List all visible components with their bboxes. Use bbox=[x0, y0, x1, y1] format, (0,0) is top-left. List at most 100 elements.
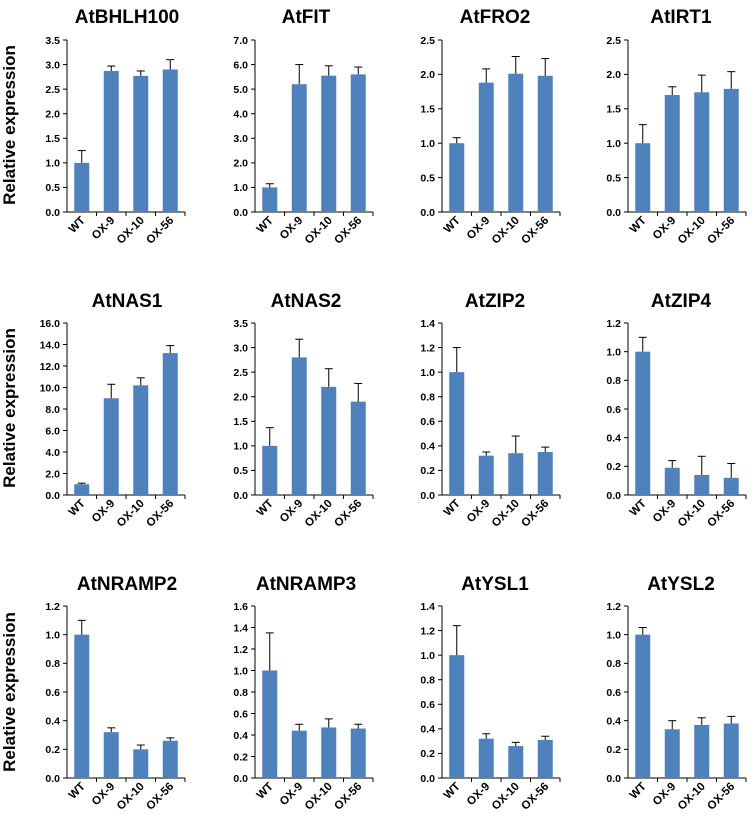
panel-title: AtNAS1 bbox=[92, 291, 163, 312]
y-tick-label: 0.0 bbox=[45, 207, 60, 219]
y-tick-label: 0.4 bbox=[420, 724, 435, 736]
y-tick-label: 0.2 bbox=[45, 744, 60, 756]
x-tick-label: WT bbox=[67, 215, 88, 236]
y-tick-label: 6.0 bbox=[233, 59, 248, 71]
x-tick-label: WT bbox=[628, 781, 649, 802]
x-tick-label: OX-10 bbox=[303, 498, 335, 530]
y-tick-label: 3.0 bbox=[45, 59, 60, 71]
y-tick-label: 1.6 bbox=[233, 601, 248, 613]
x-tick-label: OX-10 bbox=[303, 215, 335, 247]
panel-title: AtIRT1 bbox=[650, 7, 712, 28]
bar-ox-9 bbox=[103, 70, 119, 213]
bar-ox-10 bbox=[694, 474, 710, 495]
bar-ox-9 bbox=[664, 729, 680, 778]
x-tick-label: OX-9 bbox=[278, 781, 305, 808]
panel-title: AtZIP4 bbox=[651, 291, 712, 312]
bar-ox-10 bbox=[321, 75, 337, 212]
bar-wt bbox=[449, 143, 465, 212]
panel-title: AtZIP2 bbox=[465, 291, 525, 312]
y-axis-label: Relative expression bbox=[0, 45, 19, 205]
x-tick-label: OX-9 bbox=[90, 781, 117, 808]
y-tick-label: 0.6 bbox=[606, 404, 621, 416]
y-tick-label: 8.0 bbox=[45, 404, 60, 416]
x-tick-label: OX-9 bbox=[465, 498, 492, 525]
bar-ox-9 bbox=[291, 84, 307, 212]
y-tick-label: 1.0 bbox=[233, 665, 248, 677]
y-tick-label: 0.0 bbox=[233, 490, 248, 502]
chart-panel-atzip2: AtZIP2 0.0 0.2 0.4 0.6 0.8 1.0 1.2 1.4 WT OX-9OX-1… bbox=[420, 291, 561, 530]
y-tick-label: 0.0 bbox=[233, 207, 248, 219]
y-tick-label: 0.8 bbox=[420, 392, 435, 404]
panel-title: AtFIT bbox=[282, 7, 331, 28]
y-tick-label: 0.6 bbox=[420, 699, 435, 711]
y-tick-label: 0.5 bbox=[420, 172, 435, 184]
x-tick-label: OX-9 bbox=[278, 498, 305, 525]
y-tick-label: 0.4 bbox=[420, 441, 435, 453]
bar-ox-56 bbox=[162, 353, 178, 495]
y-tick-label: 0.5 bbox=[45, 182, 60, 194]
x-tick-label: OX-10 bbox=[490, 781, 522, 813]
bar-ox-56 bbox=[162, 69, 178, 212]
chart-panel-atnramp2: AtNRAMP2 Relative expression 0.0 0.2 0.4 0.6 0… bbox=[0, 574, 186, 813]
x-tick-label: OX-9 bbox=[278, 215, 305, 242]
y-tick-label: 0.6 bbox=[45, 687, 60, 699]
y-tick-label: 2.0 bbox=[420, 69, 435, 81]
y-tick-label: 2.0 bbox=[45, 109, 60, 121]
y-tick-label: 2.5 bbox=[606, 35, 621, 47]
bar-wt bbox=[449, 655, 465, 778]
bar-ox-9 bbox=[478, 738, 494, 778]
x-tick-label: OX-10 bbox=[490, 215, 522, 247]
y-tick-label: 10.0 bbox=[40, 382, 61, 394]
y-tick-label: 0.6 bbox=[606, 687, 621, 699]
x-tick-label: OX-56 bbox=[332, 781, 364, 813]
bar-wt bbox=[262, 670, 278, 778]
bar-ox-56 bbox=[350, 74, 366, 213]
bar-ox-56 bbox=[537, 75, 553, 212]
x-tick-label: OX-10 bbox=[303, 781, 335, 813]
y-tick-label: 1.0 bbox=[45, 158, 60, 170]
y-axis-label: Relative expression bbox=[0, 612, 19, 772]
y-tick-label: 0.2 bbox=[606, 744, 621, 756]
y-tick-label: 0.4 bbox=[606, 432, 621, 444]
bar-ox-10 bbox=[694, 724, 710, 778]
chart-panel-atysl2: AtYSL2 0.0 0.2 0.4 0.6 0.8 1.0 1.2 WT OX-9OX-10OX… bbox=[606, 574, 747, 813]
x-tick-label: OX-56 bbox=[705, 498, 737, 530]
bar-ox-9 bbox=[103, 732, 119, 778]
bar-ox-10 bbox=[133, 75, 149, 212]
bar-ox-56 bbox=[350, 728, 366, 778]
y-tick-label: 1.0 bbox=[420, 138, 435, 150]
y-tick-label: 3.0 bbox=[233, 342, 248, 354]
x-tick-label: OX-56 bbox=[519, 498, 551, 530]
bar-ox-10 bbox=[133, 385, 149, 495]
x-tick-label: OX-56 bbox=[332, 215, 364, 247]
x-tick-label: OX-9 bbox=[651, 498, 678, 525]
x-tick-label: OX-10 bbox=[676, 498, 708, 530]
x-tick-label: OX-10 bbox=[676, 781, 708, 813]
y-tick-label: 2.0 bbox=[233, 158, 248, 170]
panel-title: AtYSL1 bbox=[461, 574, 529, 595]
y-tick-label: 1.4 bbox=[420, 601, 435, 613]
x-tick-label: OX-10 bbox=[115, 498, 147, 530]
chart-panel-atbhlh100: AtBHLH100 Relative expression 0.0 0.5 1.0 1.5… bbox=[0, 7, 186, 247]
bar-wt bbox=[74, 162, 90, 212]
x-tick-label: WT bbox=[442, 215, 463, 236]
y-tick-label: 1.5 bbox=[233, 416, 248, 428]
x-tick-label: OX-56 bbox=[519, 215, 551, 247]
x-tick-label: WT bbox=[628, 498, 649, 519]
chart-panel-atnas2: AtNAS2 0.0 0.5 1.0 1.5 2.0 2.5 3.0 3.5 WT OX-9OX-1… bbox=[233, 291, 374, 530]
y-tick-label: 7.0 bbox=[233, 35, 248, 47]
bar-ox-10 bbox=[321, 727, 337, 778]
y-tick-label: 1.5 bbox=[45, 133, 60, 145]
x-tick-label: OX-10 bbox=[115, 781, 147, 813]
bar-ox-56 bbox=[723, 88, 739, 212]
y-tick-label: 0.2 bbox=[420, 465, 435, 477]
y-tick-label: 0.4 bbox=[606, 715, 621, 727]
y-tick-label: 4.0 bbox=[45, 447, 60, 459]
bar-ox-10 bbox=[321, 386, 337, 495]
y-axis-label: Relative expression bbox=[0, 328, 19, 488]
y-tick-label: 0.6 bbox=[233, 708, 248, 720]
chart-panel-atnas1: AtNAS1 Relative expression 0.0 2.0 4.0 6.0 8.0… bbox=[0, 291, 186, 530]
y-tick-label: 1.2 bbox=[233, 644, 248, 656]
